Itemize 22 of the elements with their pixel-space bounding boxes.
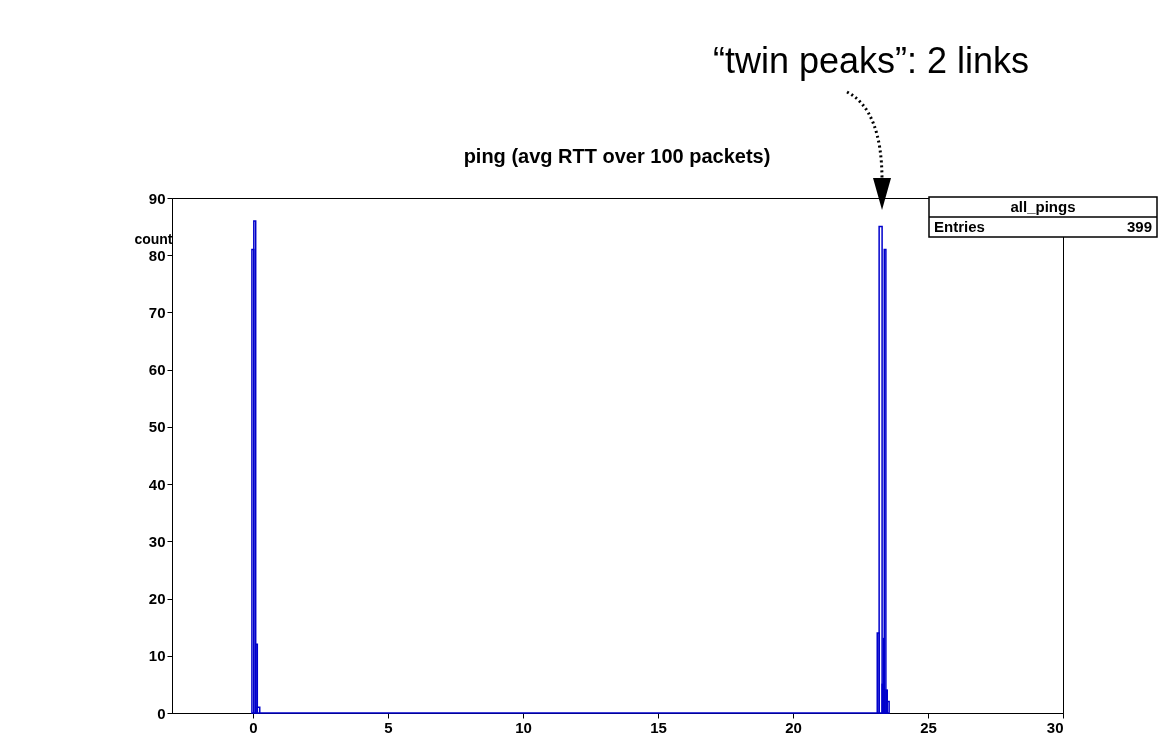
- x-tick-label: 30: [1046, 718, 1064, 736]
- y-tick-label: 10: [148, 647, 166, 665]
- y-axis-title: count: [134, 230, 173, 247]
- annotation: all_pings: [1010, 197, 1076, 215]
- y-tick-label: 70: [148, 303, 166, 321]
- x-tick-label: 20: [785, 718, 802, 736]
- y-tick-label: 50: [148, 418, 166, 436]
- text: Entries 399: [934, 217, 1152, 235]
- y-tick-label: 20: [148, 590, 166, 608]
- x-tick-label: 25: [920, 718, 937, 736]
- y-tick-label: 60: [148, 361, 166, 379]
- y-tick-label: 0: [157, 704, 166, 722]
- y-tick-label: 90: [148, 189, 166, 207]
- x-tick-label: 5: [384, 718, 393, 736]
- x-tick-label: 10: [515, 718, 532, 736]
- x-tick-label: 15: [650, 718, 667, 736]
- text: “twin peaks”: 2 links: [712, 40, 1030, 81]
- x-tick-label: 0: [249, 718, 258, 736]
- y-tick-label: 30: [148, 532, 166, 550]
- y-tick-label: 40: [148, 475, 166, 493]
- y-tick-label: 80: [148, 246, 166, 264]
- chart-title: ping (avg RTT over 100 packets): [463, 145, 771, 167]
